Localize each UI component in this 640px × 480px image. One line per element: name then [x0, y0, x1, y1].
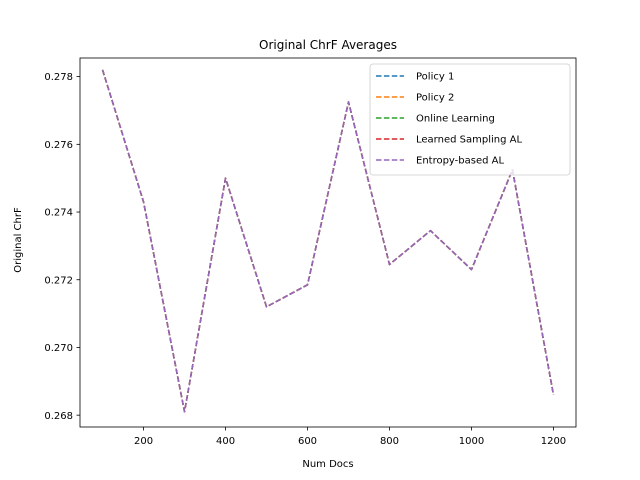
y-axis-label: Original ChrF: [13, 207, 24, 273]
legend-label-1: Policy 2: [416, 93, 454, 104]
legend: Policy 1 Policy 2 Online Learning Learned S…: [369, 63, 571, 176]
x-tick-label-4: 1000: [459, 436, 484, 447]
legend-label-3: Learned Sampling AL: [416, 135, 522, 146]
y-tick-label-5: 0.278: [44, 72, 73, 83]
x-tick-label-2: 600: [298, 436, 317, 447]
y-tick-label-1: 0.270: [44, 343, 73, 354]
x-tick-label-3: 800: [380, 436, 399, 447]
legend-label-4: Entropy-based AL: [416, 156, 504, 167]
x-tick-label-5: 1200: [541, 436, 566, 447]
legend-box: [369, 63, 571, 176]
x-axis-label: Num Docs: [302, 459, 353, 470]
series-line-4: [101, 69, 555, 413]
x-tick-label-0: 200: [134, 436, 153, 447]
legend-label-0: Policy 1: [416, 72, 454, 83]
x-tick-label-1: 400: [216, 436, 235, 447]
plot-frame: [79, 57, 577, 428]
y-tick-label-4: 0.276: [44, 140, 73, 151]
y-tick-label-0: 0.268: [44, 411, 73, 422]
plot-area: 200 400 600 800 1000 1200 0.268 0.270 0.272 0.274…: [44, 57, 577, 447]
legend-label-2: Online Learning: [416, 114, 495, 125]
chart-title: Original ChrF Averages: [259, 38, 397, 52]
y-tick-label-2: 0.272: [44, 275, 73, 286]
y-tick-label-3: 0.274: [44, 208, 73, 219]
